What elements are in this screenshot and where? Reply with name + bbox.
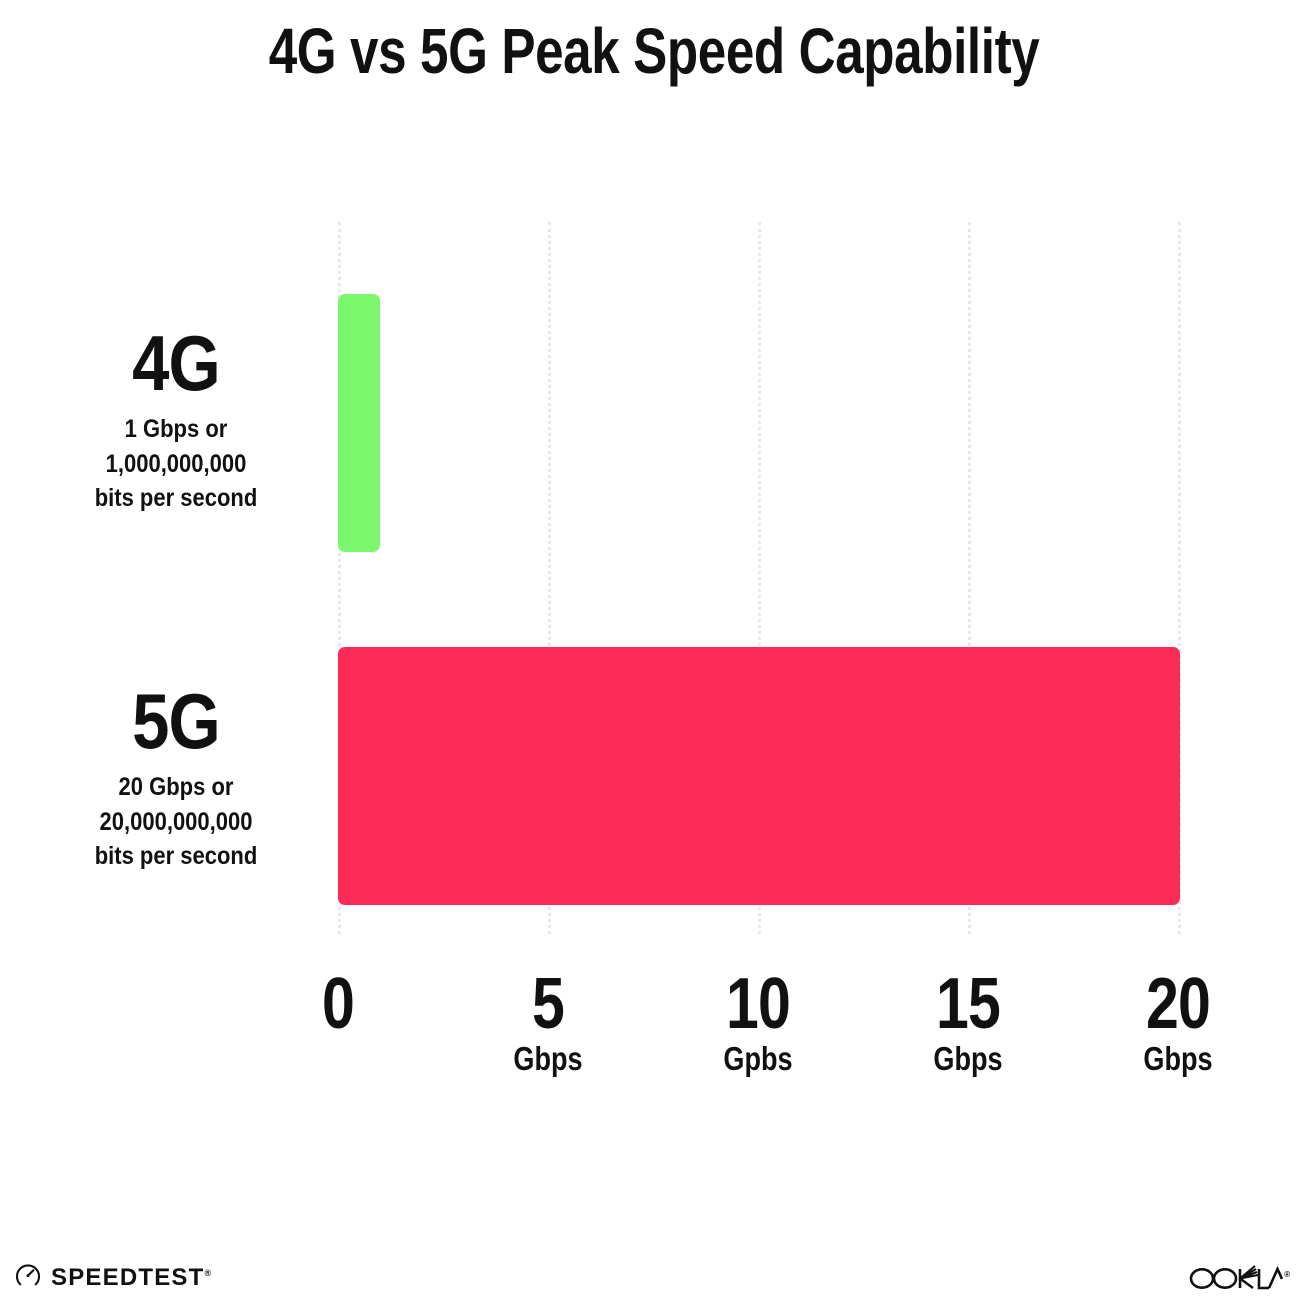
bar-5g [338, 647, 1180, 905]
category-detail-5g-line1: 20 Gbps or [118, 773, 234, 802]
xtick-0: 0 [228, 968, 448, 1042]
xtick-20-value: 20 [1145, 964, 1211, 1044]
xtick-20: 20 Gbps [1068, 968, 1288, 1075]
xtick-10-unit: Gpbs [723, 1040, 793, 1077]
category-detail-5g-line2: 20,000,000,000 [99, 807, 253, 836]
xtick-10-value: 10 [725, 964, 791, 1044]
gridline-0 [338, 222, 341, 934]
category-name-5g: 5G [132, 677, 221, 765]
ookla-wordmark [1189, 1258, 1284, 1297]
xtick-5-unit: Gbps [513, 1040, 583, 1077]
gridline-10 [758, 222, 761, 934]
category-detail-5g-line3: bits per second [94, 842, 258, 871]
xtick-10: 10 Gpbs [648, 968, 868, 1075]
ookla-logo: ® [1189, 1258, 1290, 1297]
xtick-5: 5 Gbps [438, 968, 658, 1075]
category-detail-5g: 20 Gbps or 20,000,000,000 bits per secon… [58, 770, 294, 874]
page-title: 4G vs 5G Peak Speed Capability [268, 15, 1040, 87]
category-detail-4g: 1 Gbps or 1,000,000,000 bits per second [58, 412, 294, 516]
category-detail-4g-line1: 1 Gbps or [124, 415, 228, 444]
category-label-4g: 4G 1 Gbps or 1,000,000,000 bits per seco… [42, 319, 310, 516]
speedtest-wordmark: SPEEDTEST® [51, 1263, 213, 1291]
xtick-15: 15 Gbps [858, 968, 1078, 1075]
xtick-15-value: 15 [935, 964, 1001, 1044]
speedtest-wordmark-text: SPEEDTEST [51, 1263, 205, 1291]
ookla-trademark-symbol: ® [1284, 1270, 1290, 1279]
xtick-5-value: 5 [531, 964, 565, 1044]
category-detail-4g-line2: 1,000,000,000 [105, 449, 247, 478]
bar-4g [338, 294, 380, 552]
gridline-5 [548, 222, 551, 934]
speedtest-logo: SPEEDTEST® [14, 1261, 212, 1294]
category-detail-4g-line3: bits per second [94, 484, 258, 513]
speedtest-trademark-symbol: ® [204, 1267, 213, 1278]
speedometer-icon [14, 1261, 42, 1294]
category-name-4g: 4G [132, 319, 221, 407]
gridline-15 [968, 222, 971, 934]
xtick-20-unit: Gbps [1143, 1040, 1213, 1077]
xtick-0-value: 0 [321, 964, 355, 1044]
gridline-20 [1178, 222, 1181, 934]
category-label-5g: 5G 20 Gbps or 20,000,000,000 bits per se… [42, 677, 310, 874]
xtick-15-unit: Gbps [933, 1040, 1003, 1077]
